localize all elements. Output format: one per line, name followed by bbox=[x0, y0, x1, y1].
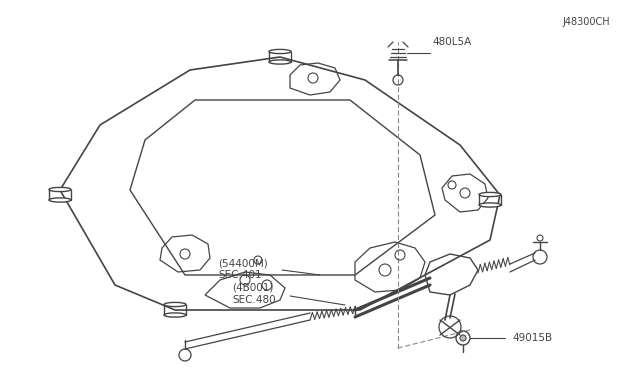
Text: J48300CH: J48300CH bbox=[563, 17, 610, 27]
Ellipse shape bbox=[269, 49, 291, 54]
Text: 480L5A: 480L5A bbox=[432, 37, 471, 47]
Text: SEC.480: SEC.480 bbox=[232, 295, 276, 305]
Text: (54400M): (54400M) bbox=[218, 258, 268, 268]
Ellipse shape bbox=[269, 60, 291, 64]
Text: SEC.401: SEC.401 bbox=[218, 270, 262, 280]
Ellipse shape bbox=[479, 203, 501, 207]
Ellipse shape bbox=[164, 313, 186, 317]
Text: 49015B: 49015B bbox=[512, 333, 552, 343]
Ellipse shape bbox=[49, 187, 71, 192]
Ellipse shape bbox=[164, 302, 186, 307]
Circle shape bbox=[460, 335, 466, 341]
Ellipse shape bbox=[49, 198, 71, 202]
Text: (4B001): (4B001) bbox=[232, 283, 273, 293]
Ellipse shape bbox=[479, 192, 501, 196]
